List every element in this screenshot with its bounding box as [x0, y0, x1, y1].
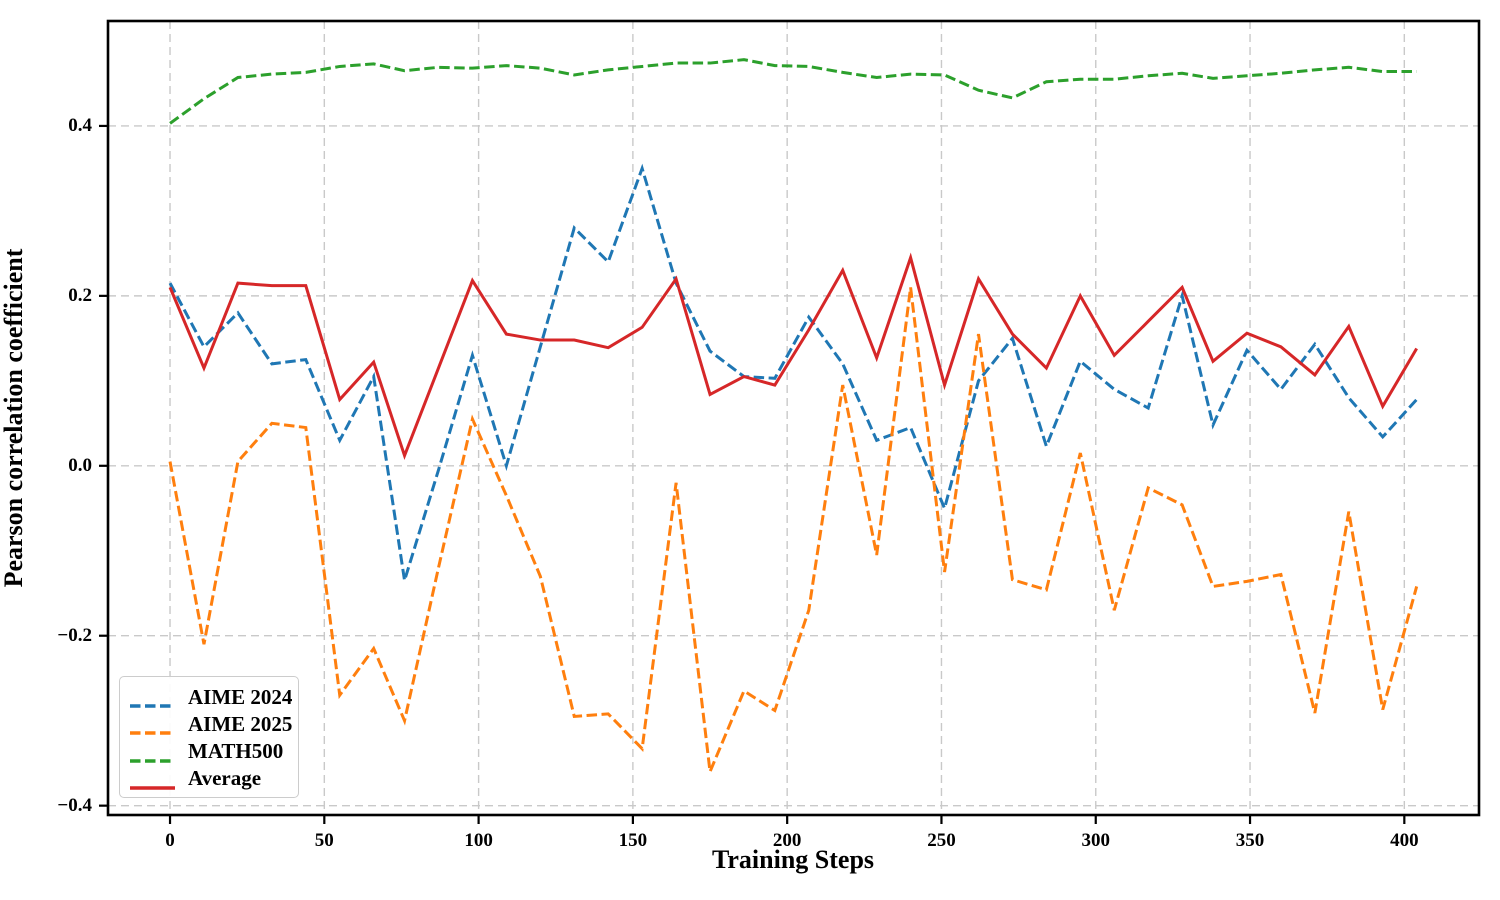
y-tick-label-−0.2: −0.2: [57, 624, 92, 646]
legend-item-aime-2025: AIME 2025: [130, 711, 292, 737]
y-tick-label-0.4: 0.4: [68, 114, 92, 136]
x-tick-label-0: 0: [165, 830, 175, 851]
legend-line-sample-icon: [130, 750, 175, 763]
legend-label: MATH500: [188, 739, 284, 764]
legend-label: AIME 2025: [188, 711, 293, 736]
legend-line-sample-icon: [130, 695, 175, 708]
y-tick-label-0.0: 0.0: [68, 454, 92, 476]
x-tick-label-250: 250: [927, 830, 956, 851]
x-tick-label-200: 200: [772, 830, 802, 851]
x-tick-label-100: 100: [464, 830, 493, 851]
y-tick-label-0.2: 0.2: [68, 284, 92, 306]
x-axis-title: Training Steps: [711, 845, 875, 874]
x-tick-label-350: 350: [1235, 830, 1265, 851]
x-tick-label-150: 150: [618, 830, 648, 851]
legend-label: AIME 2024: [188, 684, 293, 709]
y-tick-label-−0.4: −0.4: [57, 794, 92, 816]
legend-line-sample-icon: [130, 777, 175, 790]
series-line-aime-2024: [168, 163, 1418, 581]
legend-label: Average: [188, 766, 262, 791]
series-line-average: [168, 252, 1418, 461]
x-tick-label-300: 300: [1081, 830, 1110, 851]
legend-item-aime-2024: AIME 2024: [130, 684, 292, 710]
x-tick-label-400: 400: [1390, 830, 1419, 851]
legend: AIME 2024 AIME 2025 MATH500 Average: [119, 676, 299, 798]
series-line-aime-2025: [168, 287, 1419, 778]
legend-item-average: Average: [130, 766, 288, 792]
y-axis-title: Pearson correlation coefficient: [0, 248, 28, 588]
legend-line-sample-icon: [130, 722, 175, 736]
legend-item-math500: MATH500: [130, 739, 288, 765]
plot-spines: [106, 19, 1481, 817]
x-tick-label-50: 50: [314, 830, 334, 851]
series-line-math500: [169, 58, 1417, 125]
